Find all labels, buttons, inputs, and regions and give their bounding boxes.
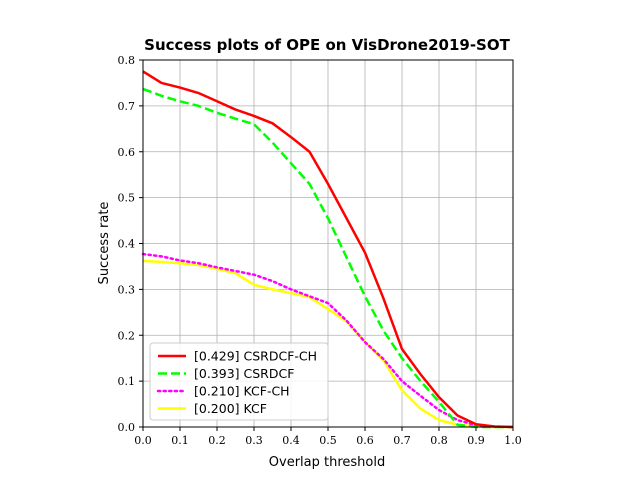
x-axis-ticks: 0.0 0.1 0.2 0.3 0.4 0.5 0.6 0.7 0.8 0.9 1.0 [134,427,522,447]
y-axis-label: Success rate [97,202,112,285]
legend-label: [0.393] CSRDCF [194,366,294,381]
y-tick-label: 0.3 [118,283,136,296]
x-tick-label: 0.8 [430,434,448,447]
x-tick-label: 0.0 [134,434,152,447]
legend-box [149,342,329,421]
legend-label: [0.429] CSRDCF-CH [194,349,317,364]
y-tick-label: 0.0 [118,421,136,434]
series-line-kcf [142,259,513,429]
y-tick-label: 0.4 [118,238,136,251]
series-line-csrdcf-ch [142,70,514,429]
y-tick-label: 0.5 [118,192,136,205]
y-axis-ticks: 0.0 0.1 0.2 0.3 0.4 0.5 0.6 0.7 0.8 [118,54,143,434]
legend-label: [0.200] KCF [194,401,267,416]
y-tick-label: 0.1 [118,375,136,388]
chart-title: Success plots of OPE on VisDrone2019-SOT [144,36,510,54]
legend: [0.429] CSRDCF-CH [0.393] CSRDCF [0.210] K… [149,342,329,421]
legend-label: [0.210] KCF-CH [194,384,290,399]
x-tick-label: 0.5 [319,434,337,447]
y-tick-label: 0.2 [118,329,136,342]
series-lines [141,70,515,429]
y-tick-label: 0.6 [118,146,136,159]
x-tick-label: 0.7 [393,434,411,447]
x-tick-label: 1.0 [504,434,522,447]
x-tick-label: 0.9 [467,434,485,447]
x-tick-label: 0.4 [282,434,300,447]
x-tick-label: 0.6 [356,434,374,447]
x-axis-label: Overlap threshold [269,455,385,470]
x-tick-label: 0.2 [208,434,226,447]
x-tick-label: 0.3 [245,434,263,447]
y-tick-label: 0.8 [118,54,136,67]
y-tick-label: 0.7 [118,100,136,113]
x-tick-label: 0.1 [171,434,189,447]
series-line-csrdcf [142,87,513,429]
